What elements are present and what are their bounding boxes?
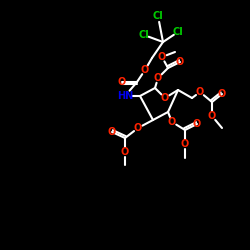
Text: O: O [208,111,216,121]
Text: Cl: Cl [172,27,184,37]
Text: Cl: Cl [152,11,164,21]
Text: O: O [121,147,129,157]
Text: O: O [118,77,126,87]
Text: O: O [176,57,184,67]
Text: O: O [193,119,201,129]
Text: O: O [168,117,176,127]
Text: O: O [218,89,226,99]
Text: HN: HN [117,91,133,101]
Text: Cl: Cl [138,30,149,40]
Text: O: O [134,123,142,133]
Text: O: O [181,139,189,149]
Text: O: O [196,87,204,97]
Text: O: O [161,93,169,103]
Text: O: O [108,127,116,137]
Text: O: O [154,73,162,83]
Text: O: O [141,65,149,75]
Text: O: O [158,52,166,62]
